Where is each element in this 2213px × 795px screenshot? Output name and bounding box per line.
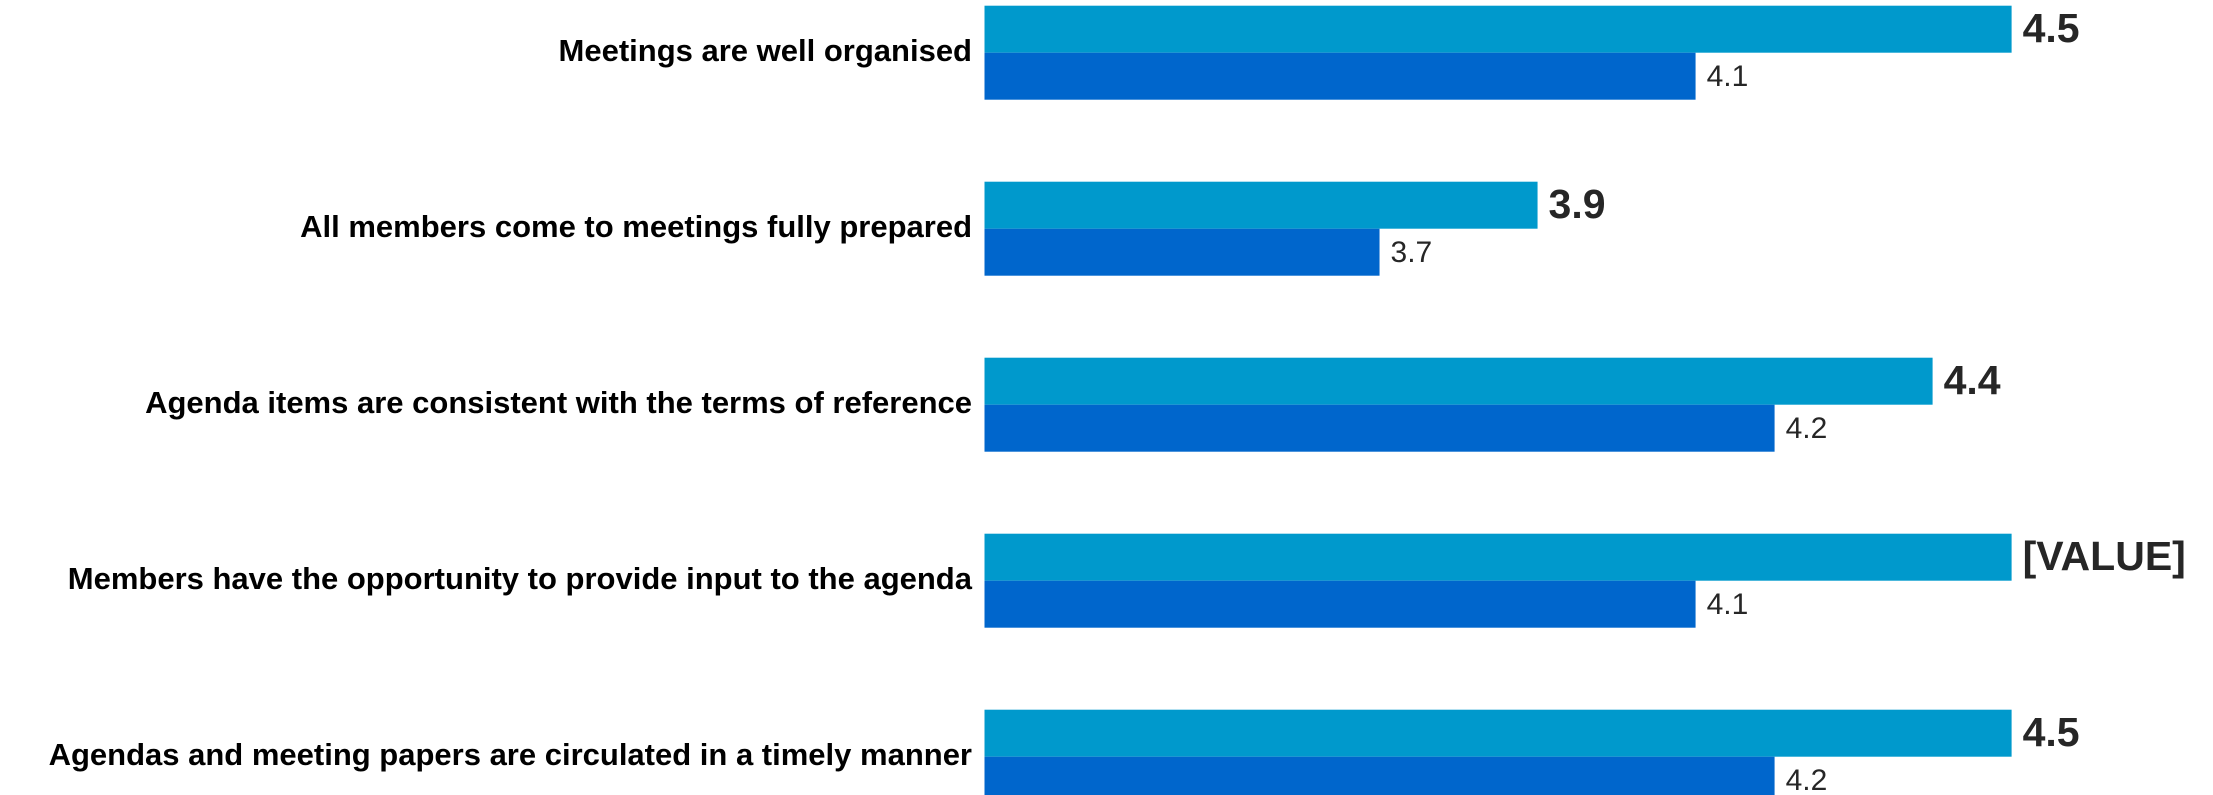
bar: [984, 228, 1380, 276]
data-label: 4.4: [1944, 357, 2001, 403]
bar: [984, 357, 1933, 405]
data-label: 4.1: [1707, 588, 1749, 621]
category-label: Meetings are well organised: [559, 33, 972, 68]
category-label: Agenda items are consistent with the ter…: [145, 385, 972, 420]
bar: [984, 756, 1775, 795]
bar: [984, 52, 1696, 100]
bar: [984, 181, 1538, 229]
bar: [984, 404, 1775, 452]
data-label: 4.5: [2023, 5, 2080, 51]
bar: [984, 5, 2012, 53]
category-label: All members come to meetings fully prepa…: [300, 209, 972, 244]
data-label: 4.2: [1786, 412, 1828, 445]
data-label: 3.9: [1549, 181, 1606, 227]
category-label: Members have the opportunity to provide …: [68, 561, 973, 596]
data-label: 4.2: [1786, 764, 1828, 795]
bar: [984, 533, 2012, 581]
data-label: 4.5: [2023, 709, 2080, 755]
data-label: 3.7: [1391, 236, 1433, 269]
bar: [984, 709, 2012, 757]
category-label: Agendas and meeting papers are circulate…: [49, 737, 972, 772]
data-label: [VALUE]: [2023, 533, 2186, 579]
bar: [984, 580, 1696, 628]
data-label: 4.1: [1707, 60, 1749, 93]
